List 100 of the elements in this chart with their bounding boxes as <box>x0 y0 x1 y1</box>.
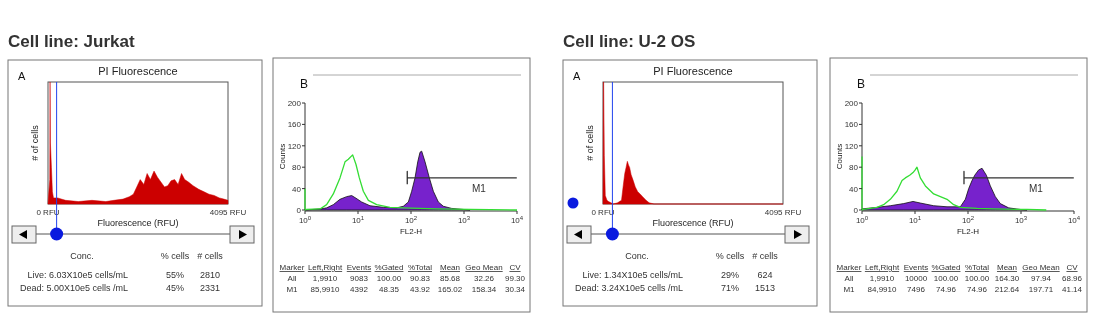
y-axis-title: Counts <box>835 143 844 170</box>
text: 624 <box>757 270 773 280</box>
x-tick-label: 10$^{3}$ <box>457 215 471 225</box>
x-tick-label: 10$^{1}$ <box>351 215 365 225</box>
text: 30.34 <box>504 285 526 294</box>
x-tick-label: 10$^{4}$ <box>510 215 524 225</box>
text: 165.02 <box>437 285 463 294</box>
text: 158.34 <box>471 285 497 294</box>
series-label: M1 <box>472 182 487 194</box>
text: A <box>18 70 26 82</box>
y-tick-label: 200 <box>844 99 859 108</box>
text: Live: 1.34X10e5 cells/mL <box>582 270 683 280</box>
text: 212.64 <box>994 285 1020 294</box>
text: 4392 <box>350 285 369 294</box>
y-axis-title: # of cells <box>30 124 40 161</box>
text: %Gated <box>374 263 404 272</box>
text: Marker <box>836 263 862 272</box>
text: Conc. <box>625 251 649 261</box>
text: 97.94 <box>1030 274 1052 283</box>
text: B <box>300 77 309 91</box>
x-axis-title: Fluorescence (RFU) <box>652 218 734 228</box>
text: M1 <box>286 285 299 294</box>
series-label: M1 <box>1028 182 1044 194</box>
text: 71% <box>720 283 740 293</box>
x-tick-label: 4095 RFU <box>209 208 247 217</box>
y-tick-label: 40 <box>292 184 302 194</box>
text: Live: 6.03X10e5 cells/mL <box>27 270 128 280</box>
x-axis-title: Fluorescence (RFU) <box>97 218 179 228</box>
y-tick-label: 160 <box>844 120 859 130</box>
x-tick-label: 10$^{1}$ <box>908 215 922 225</box>
text: 43.92 <box>409 285 431 294</box>
text: 2810 <box>199 270 221 280</box>
text: 29% <box>720 270 740 280</box>
text: B <box>857 77 866 91</box>
text: CV <box>509 263 522 272</box>
text: Cell line: U-2 OS <box>563 32 696 51</box>
chart-title: PI Fluorescence <box>653 65 733 77</box>
text: 41.14 <box>1061 285 1083 294</box>
text: Mean <box>439 263 461 272</box>
x-axis-title: FL2-H <box>399 227 423 236</box>
x-tick-label: 10$^{3}$ <box>1014 215 1028 225</box>
text: 85,9910 <box>310 285 341 294</box>
text: 84,9910 <box>867 285 898 294</box>
text: M1 <box>843 285 856 294</box>
text: 99.30 <box>504 274 526 283</box>
text: 100.00 <box>376 274 402 283</box>
y-axis-title: Counts <box>278 143 287 170</box>
text: All <box>844 274 854 283</box>
text: 55% <box>165 270 185 280</box>
text: 1513 <box>754 283 776 293</box>
text: %Gated <box>931 263 961 272</box>
text: Left,Right <box>307 263 343 272</box>
y-tick-label: 80 <box>292 163 302 173</box>
text: Geo Mean <box>1022 263 1060 272</box>
text: 7496 <box>907 285 926 294</box>
text: % cells <box>160 251 190 261</box>
y-tick-label: 120 <box>287 141 302 151</box>
text: 1,9910 <box>869 274 895 283</box>
text: Dead: 5.00X10e5 cells /mL <box>19 283 128 293</box>
y-tick-label: 0 <box>296 206 302 215</box>
y-tick-label: 0 <box>853 206 859 215</box>
text: 1,9910 <box>312 274 338 283</box>
text: Marker <box>279 263 305 272</box>
text: 48.35 <box>378 285 400 294</box>
y-tick-label: 80 <box>849 163 859 173</box>
text: %Total <box>964 263 990 272</box>
x-tick-label: 10$^{4}$ <box>1067 215 1081 225</box>
text: 74.96 <box>966 285 988 294</box>
text: Dead: 3.24X10e5 cells /mL <box>574 283 683 293</box>
text: 164.30 <box>994 274 1020 283</box>
text: Conc. <box>70 251 94 261</box>
text: 45% <box>165 283 185 293</box>
y-tick-label: 40 <box>849 184 859 194</box>
text: All <box>287 274 297 283</box>
text: 100.00 <box>964 274 990 283</box>
text: 9083 <box>350 274 369 283</box>
text: Events <box>903 263 929 272</box>
x-axis-title: FL2-H <box>956 227 980 236</box>
text: A <box>573 70 581 82</box>
x-tick-label: 10$^{2}$ <box>404 215 418 225</box>
x-tick-label: 10$^{0}$ <box>855 215 869 225</box>
y-tick-label: 200 <box>287 99 302 108</box>
text: 2331 <box>199 283 221 293</box>
y-axis-title: # of cells <box>585 124 595 161</box>
text: 85.68 <box>439 274 461 283</box>
text: 100.00 <box>933 274 959 283</box>
text: Mean <box>996 263 1018 272</box>
text: % cells <box>715 251 745 261</box>
x-tick-label: 10$^{2}$ <box>961 215 975 225</box>
y-tick-label: 160 <box>287 120 302 130</box>
text: CV <box>1066 263 1079 272</box>
y-tick-label: 120 <box>844 141 859 151</box>
text: # cells <box>197 251 224 261</box>
text: Events <box>346 263 372 272</box>
text: # cells <box>752 251 779 261</box>
text: 32.26 <box>473 274 495 283</box>
text: 68.96 <box>1061 274 1083 283</box>
x-tick-label: 4095 RFU <box>764 208 802 217</box>
text: %Total <box>407 263 433 272</box>
text: 10000 <box>904 274 928 283</box>
